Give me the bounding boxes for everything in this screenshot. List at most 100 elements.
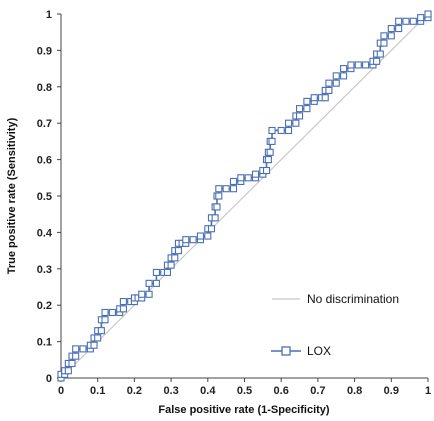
lox-marker (101, 316, 109, 324)
lox-marker (213, 203, 221, 211)
lox-marker (284, 119, 293, 127)
x-tick-label: 0.6 (274, 385, 289, 397)
lox-marker (347, 61, 355, 69)
lox-marker (380, 39, 388, 47)
no-discrimination-line (60, 13, 429, 379)
lox-marker (222, 185, 230, 193)
lox-marker (244, 174, 252, 182)
lox-marker (189, 236, 197, 244)
lox-marker (163, 268, 171, 276)
y-tick-label: 0 (46, 373, 52, 385)
y-tick-label: 0.9 (37, 45, 52, 57)
lox-marker (215, 192, 223, 200)
lox-marker (354, 61, 362, 69)
lox-marker (332, 79, 340, 87)
lox-marker (303, 105, 311, 113)
lox-marker (376, 50, 384, 58)
lox-marker (395, 17, 403, 25)
lox-marker (229, 185, 238, 193)
y-axis-title: True positive rate (Sensitivity) (6, 117, 18, 274)
lox-marker (284, 126, 293, 135)
lox-marker (373, 57, 381, 65)
lox-marker (152, 268, 160, 276)
legend-no-discrimination-label: No discrimination (307, 292, 399, 306)
x-tick-label: 0.8 (347, 385, 362, 397)
lox-marker (387, 25, 395, 33)
lox-marker (215, 185, 223, 193)
y-tick-label: 0.8 (37, 82, 52, 94)
lox-marker (266, 148, 274, 156)
lox-marker (262, 166, 271, 175)
lox-marker (101, 308, 109, 317)
lox-marker (417, 14, 425, 22)
lox-marker (362, 61, 370, 69)
lox-marker (237, 174, 245, 182)
lox-marker (292, 119, 300, 127)
y-tick-label: 0.4 (37, 227, 53, 239)
lox-marker (387, 32, 395, 40)
lox-marker (321, 94, 329, 102)
x-tick-label: 1 (425, 385, 431, 397)
lox-marker (424, 10, 432, 18)
lox-marker (90, 341, 98, 349)
lox-marker (72, 352, 80, 360)
y-tick-label: 0.2 (37, 300, 52, 312)
lox-marker (64, 367, 72, 375)
lox-marker (196, 232, 205, 240)
lox-marker (207, 225, 216, 233)
lox-marker (332, 72, 340, 80)
lox-marker (340, 72, 348, 80)
y-tick-label: 0.5 (37, 191, 52, 203)
y-tick-label: 0.3 (37, 264, 52, 276)
lox-marker (97, 327, 105, 335)
x-tick-label: 0.4 (200, 385, 216, 397)
x-tick-label: 0 (58, 385, 64, 397)
legend-lox-marker (281, 346, 291, 356)
lox-marker (171, 254, 179, 262)
lox-marker (325, 79, 333, 87)
x-tick-label: 0.5 (237, 385, 252, 397)
lox-marker (380, 32, 388, 40)
legend-lox-label: LOX (307, 344, 331, 358)
y-ticks: 0 0.1 0.2 0.3 0.4 0.5 0.6 0.7 0.8 0.9 1 (37, 9, 61, 385)
x-tick-label: 0.9 (384, 385, 399, 397)
legend: No discrimination LOX (271, 292, 399, 358)
lox-marker (264, 156, 272, 164)
x-tick-label: 0.1 (90, 385, 105, 397)
lox-marker (303, 97, 311, 105)
lox-marker (229, 177, 238, 185)
lox-marker (72, 345, 80, 353)
lox-marker (145, 290, 153, 298)
y-tick-label: 1 (46, 9, 52, 21)
x-tick-label: 0.7 (310, 385, 325, 397)
lox-marker (79, 345, 87, 353)
x-tick-label: 0.3 (163, 385, 178, 397)
lox-marker (145, 279, 153, 287)
lox-marker (152, 279, 160, 287)
lox-marker (268, 126, 276, 135)
lox-marker (174, 247, 182, 255)
lox-marker (211, 214, 219, 222)
series (57, 10, 432, 382)
x-axis-title: False positive rate (1-Specificity) (158, 404, 330, 416)
y-tick-label: 0.1 (37, 337, 52, 349)
y-tick-label: 0.7 (37, 118, 52, 130)
lox-marker (108, 308, 116, 317)
y-tick-label: 0.6 (37, 155, 52, 167)
lox-marker (167, 261, 175, 269)
lox-marker (402, 17, 410, 25)
lox-marker (295, 112, 304, 120)
lox-marker (138, 290, 146, 298)
lox-marker (325, 86, 333, 94)
lox-marker (340, 65, 348, 73)
lox-marker (395, 25, 403, 33)
x-tick-label: 0.2 (127, 385, 142, 397)
lox-marker (277, 126, 285, 135)
lox-marker (310, 94, 318, 102)
lox-marker (409, 17, 417, 25)
lox-marker (68, 359, 76, 367)
lox-marker (182, 236, 190, 244)
lox-marker (251, 170, 260, 178)
lox-marker (94, 334, 102, 342)
